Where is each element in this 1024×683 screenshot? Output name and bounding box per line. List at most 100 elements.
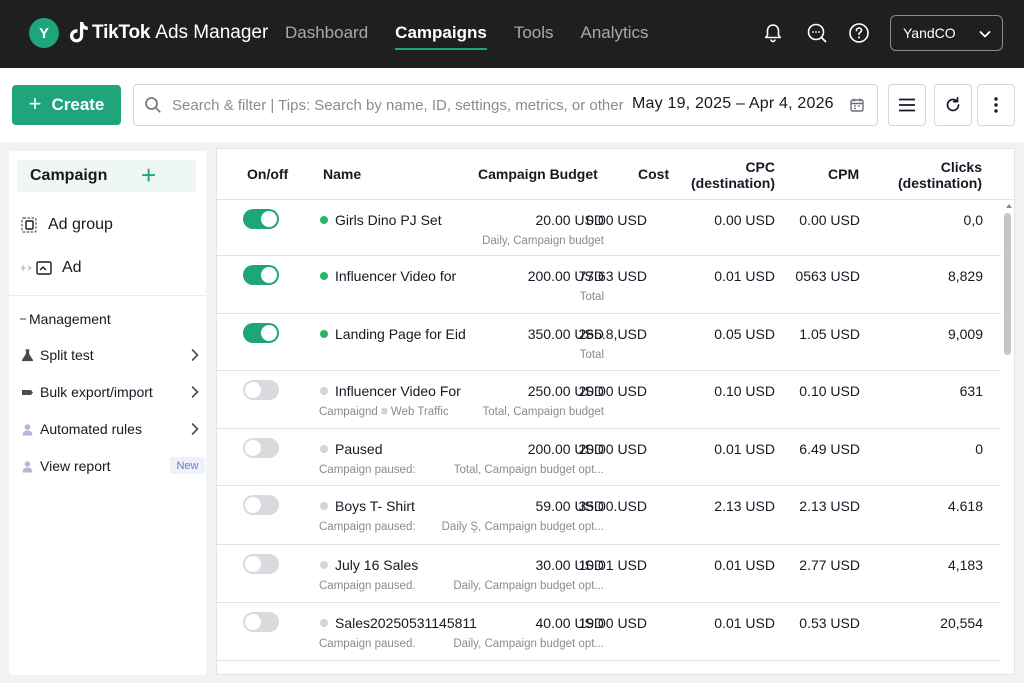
calendar-icon[interactable] <box>849 97 865 113</box>
create-label: Create <box>51 95 105 114</box>
col-header-name[interactable]: Name <box>323 166 362 182</box>
help-icon[interactable] <box>846 20 872 46</box>
table-row[interactable]: Sales20250531145811 Campaign paused. 40.00… <box>217 603 1001 661</box>
cpm-cell: 0.53 USD <box>799 615 860 631</box>
cost-cell: 265.8,USD <box>578 326 647 342</box>
nav-analytics[interactable]: Analytics <box>580 23 649 42</box>
sidebar-item-campaign[interactable]: Campaign + <box>17 160 196 192</box>
campaign-status-text: Campaignd ≡ Web Traffic <box>319 406 449 418</box>
account-selector[interactable]: YandCO <box>890 15 1003 51</box>
table-row[interactable]: Paused Campaign paused: 200.00 USD 20.00 US… <box>217 429 1001 486</box>
campaign-name-link[interactable]: July 16 Sales <box>335 557 419 573</box>
status-dot-icon <box>320 272 328 280</box>
tiktok-ads-manager-logo[interactable]: TikTok Ads Manager <box>68 20 268 46</box>
table-row[interactable]: Influencer Video for 200.00 USD 77.63 USD 0… <box>217 256 1001 314</box>
table-header: On/off Name Campaign Budget Cost CPC (de… <box>217 149 1014 200</box>
search-input[interactable] <box>172 94 624 116</box>
campaign-status-text: Campaign paused. <box>319 580 416 592</box>
status-toggle[interactable] <box>243 554 279 574</box>
columns-menu-button[interactable] <box>888 84 926 126</box>
sidebar-item-ad-group[interactable]: Ad group <box>20 215 113 235</box>
date-range-picker[interactable]: May 19, 2025 – Apr 4, 2026 <box>632 95 834 112</box>
more-options-button[interactable] <box>977 84 1015 126</box>
table-row[interactable]: Girls Dino PJ Set 20.00 USD 0.00 USD 0.00 U… <box>217 200 1001 256</box>
status-toggle[interactable] <box>243 380 279 400</box>
scrollbar-thumb[interactable] <box>1004 213 1011 355</box>
table-row[interactable]: Influencer Video For Campaignd ≡ Web Traf… <box>217 371 1001 429</box>
cpm-cell: 2.13 USD <box>799 498 860 514</box>
table-row[interactable]: Landing Page for Eid 350.00 USD 265.8,USD 0… <box>217 314 1001 371</box>
budget-type-text: Daily, Campaign budget opt... <box>453 638 604 650</box>
section-dash-icon <box>20 318 26 320</box>
nav-campaigns[interactable]: Campaigns <box>395 0 487 68</box>
tiktok-logo-icon <box>70 22 88 43</box>
clicks-label: Clicks <box>940 159 982 175</box>
clicks-sublabel: (destination) <box>898 175 982 191</box>
budget-type-text: Total, Campaign budget <box>482 406 604 418</box>
status-toggle[interactable] <box>243 612 279 632</box>
chat-search-icon[interactable] <box>804 20 830 46</box>
campaign-name-link[interactable]: Influencer Video for <box>335 268 457 284</box>
cpc-sublabel: (destination) <box>691 175 775 191</box>
sidebar-item-view-report[interactable]: View report New <box>20 454 205 478</box>
refresh-button[interactable] <box>934 84 972 126</box>
sidebar-item-split-test[interactable]: Split test <box>20 343 200 367</box>
sidebar-item-bulk-export-import[interactable]: Bulk export/import <box>20 380 200 404</box>
nav-tools[interactable]: Tools <box>513 23 554 42</box>
cost-cell: 77.63 USD <box>578 268 647 284</box>
create-button[interactable]: + Create <box>12 85 121 125</box>
ad-group-icon <box>21 217 37 233</box>
campaign-name-link[interactable]: Influencer Video For <box>335 383 461 399</box>
cpc-cell: 0.05 USD <box>714 326 775 342</box>
campaign-name-link[interactable]: Landing Page for Eid <box>335 326 466 342</box>
clicks-cell: 0,0 <box>963 212 983 228</box>
toggle-knob <box>245 556 261 572</box>
budget-cell: 20.00 USD <box>535 212 604 228</box>
bulk-export-label: Bulk export/import <box>40 384 153 400</box>
col-header-cpc[interactable]: CPC (destination) <box>687 159 775 191</box>
sidebar-item-automated-rules[interactable]: Automated rules <box>20 417 200 441</box>
campaign-name-link[interactable]: Paused <box>335 441 383 457</box>
budget-cell: 200.00 USD <box>527 441 604 457</box>
campaign-status-text: Campaign paused: <box>319 521 416 533</box>
cpc-cell: 0.01 USD <box>714 557 775 573</box>
chevron-right-icon <box>191 349 199 361</box>
table-row[interactable]: July 16 Sales Campaign paused. 30.00 USD 10… <box>217 545 1001 603</box>
budget-type-text: Total <box>579 349 604 361</box>
scroll-up-arrow-icon[interactable] <box>1005 203 1013 209</box>
status-dot-icon <box>320 445 328 453</box>
campaign-name-link[interactable]: Sales20250531145811 <box>335 615 477 631</box>
cost-cell: 35.00.USD <box>578 498 647 514</box>
budget-type-text: Total <box>579 291 604 303</box>
clicks-cell: 9,009 <box>947 326 983 342</box>
table-row[interactable]: Boys T- Shirt Campaign paused: 59.00 USD 35… <box>217 486 1001 545</box>
status-toggle[interactable] <box>243 209 279 229</box>
status-toggle[interactable] <box>243 323 279 343</box>
status-toggle[interactable] <box>243 495 279 515</box>
plus-icon: + <box>28 91 42 116</box>
user-avatar[interactable]: Y <box>29 18 59 48</box>
cpc-cell: 0.01 USD <box>714 268 775 284</box>
split-test-label: Split test <box>40 347 94 363</box>
cpc-label: CPC <box>745 159 775 175</box>
col-header-onoff[interactable]: On/off <box>247 166 289 182</box>
status-toggle[interactable] <box>243 438 279 458</box>
clicks-cell: 20,554 <box>940 615 983 631</box>
cpm-cell: 0.10 USD <box>799 383 860 399</box>
campaign-name-link[interactable]: Girls Dino PJ Set <box>335 212 442 228</box>
status-toggle[interactable] <box>243 265 279 285</box>
col-header-cpm[interactable]: CPM <box>828 166 860 182</box>
col-header-clicks[interactable]: Clicks (destination) <box>893 159 982 191</box>
toggle-knob <box>245 614 261 630</box>
add-campaign-icon[interactable]: + <box>141 160 157 190</box>
budget-cell: 350.00 USD <box>527 326 604 342</box>
status-dot-icon <box>320 561 328 569</box>
col-header-budget[interactable]: Campaign Budget <box>478 166 598 182</box>
bell-icon[interactable] <box>760 20 786 46</box>
sidebar-item-ad[interactable]: Ad <box>20 258 82 278</box>
cost-cell: 20.00 USD <box>578 383 647 399</box>
campaign-name-link[interactable]: Boys T- Shirt <box>335 498 415 514</box>
campaign-toolbar: + Create May 19, 2025 – Apr 4, 2026 <box>0 68 1024 142</box>
nav-dashboard[interactable]: Dashboard <box>285 23 369 42</box>
col-header-cost[interactable]: Cost <box>638 166 670 182</box>
